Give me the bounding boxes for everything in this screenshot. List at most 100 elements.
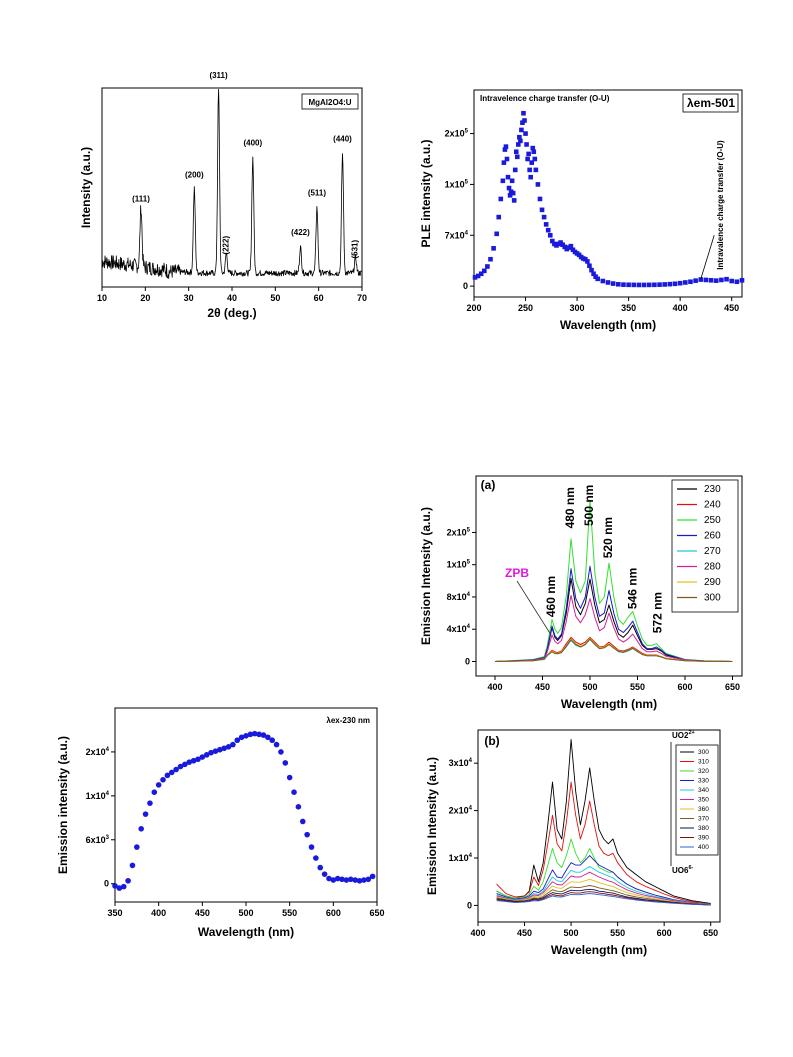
- lambda-em-box: [682, 93, 739, 113]
- ple-point: [652, 282, 657, 288]
- y-tick-mantissa: 0: [463, 281, 468, 291]
- y-tick-label: 2x104: [86, 747, 110, 757]
- emission-point: [142, 811, 149, 817]
- emission-point: [326, 875, 332, 882]
- ple-point: [526, 151, 531, 157]
- x-axis-label: 2θ (deg.): [207, 306, 256, 320]
- x-tick-label: 20: [140, 293, 150, 303]
- x-tick-label: 300: [570, 303, 585, 313]
- y-tick-exponent: 5: [465, 129, 469, 135]
- x-tick-label: 500: [582, 682, 597, 692]
- emission-point: [203, 752, 210, 758]
- x-tick-label: 350: [107, 908, 122, 918]
- y-tick-label: 2x105: [445, 129, 469, 139]
- emission-point: [160, 776, 166, 783]
- ple-point: [524, 142, 529, 147]
- ple-point: [507, 193, 513, 198]
- peak-label: (200): [185, 171, 204, 180]
- series-line-300: [494, 638, 733, 662]
- x-tick-label: 200: [466, 303, 481, 313]
- legend: 300 310 320 330 340 350 360 370 380 390 400: [675, 744, 719, 856]
- y-tick-mantissa: 1x10: [445, 179, 465, 189]
- peak-label: (311): [209, 71, 228, 80]
- ple-point: [522, 118, 527, 123]
- ple-point: [595, 276, 600, 282]
- y-tick-label: 4x104: [447, 624, 471, 634]
- ple-point: [547, 232, 553, 238]
- series-line-390: [496, 891, 711, 906]
- emission-point: [348, 876, 354, 883]
- emission-230-chart: 350 400 450 500 550 600 65006x1031x1042x104Wav…: [56, 707, 385, 939]
- ple-point: [501, 160, 507, 165]
- emission-point: [168, 769, 175, 776]
- legend-entry: 300: [698, 749, 709, 756]
- emission-point: [291, 789, 297, 795]
- legend-entry: 230: [704, 484, 721, 495]
- y-tick-label: 7x104: [445, 230, 469, 240]
- x-tick-label: 400: [673, 303, 688, 313]
- y-tick-label: 1x105: [445, 179, 469, 189]
- emission-point: [369, 873, 376, 880]
- x-tick-label: 650: [703, 928, 718, 938]
- emission-point: [278, 749, 284, 755]
- y-tick-exponent: 4: [106, 791, 110, 797]
- legend-entry: 330: [698, 778, 709, 785]
- annotation-text: Intravalence charge transfer (O-U): [716, 140, 725, 270]
- ple-point: [505, 174, 511, 180]
- legend: 230 240 250 260 270 280 290 300: [671, 479, 739, 613]
- emission-point: [356, 877, 363, 884]
- y-tick-exponent: 4: [469, 758, 473, 764]
- legend-entry: 310: [698, 759, 709, 766]
- peak-label: (531): [351, 240, 360, 259]
- ple-point: [729, 278, 734, 284]
- ple-point: [510, 190, 516, 196]
- peak-label: (400): [243, 139, 262, 148]
- peak-label: 460 nm: [544, 576, 558, 617]
- series-line-230: [494, 577, 733, 662]
- y-tick-label: 2x104: [449, 806, 473, 816]
- emission-point: [361, 877, 367, 883]
- y-tick-mantissa: 1x10: [86, 791, 106, 801]
- ple-point: [519, 127, 524, 133]
- legend-entry: 250: [704, 515, 721, 526]
- ple-point: [532, 156, 538, 162]
- series-line-310: [496, 781, 711, 905]
- emission-point: [365, 876, 372, 883]
- x-tick-label: 500: [564, 928, 579, 938]
- ple-point: [494, 231, 499, 237]
- x-tick-label: 450: [517, 928, 532, 938]
- series-line-270: [494, 639, 733, 662]
- ple-point: [703, 277, 709, 283]
- plot-frame: [473, 89, 743, 298]
- series-line-360: [496, 878, 711, 906]
- legend-entry: 390: [698, 835, 709, 842]
- legend-entry: 240: [704, 500, 721, 511]
- ple-point: [539, 207, 545, 213]
- x-tick-label: 70: [357, 293, 367, 303]
- y-tick-exponent: 5: [467, 560, 471, 566]
- sample-label-box: [301, 93, 359, 110]
- emission-point: [212, 748, 219, 754]
- emission-point: [116, 885, 123, 891]
- ple-point: [589, 267, 594, 273]
- y-tick-exponent: 4: [465, 230, 469, 236]
- ple-point: [472, 275, 478, 280]
- ple-point: [636, 282, 642, 288]
- y-axis-label: Intensity (a.u.): [79, 147, 93, 228]
- x-axis-label: Wavelength (nm): [198, 925, 294, 939]
- ple-point: [506, 185, 512, 191]
- ple-point: [475, 273, 481, 279]
- emission-point: [217, 746, 223, 753]
- x-tick-label: 400: [487, 682, 502, 692]
- x-tick-label: 250: [518, 303, 533, 313]
- legend-entry: 370: [698, 816, 709, 823]
- ple-point: [626, 282, 631, 288]
- ple-point: [713, 278, 719, 283]
- y-tick-mantissa: 7x10: [445, 230, 465, 240]
- y-tick-mantissa: 2x10: [445, 129, 465, 139]
- ple-point: [693, 278, 698, 283]
- x-tick-label: 650: [725, 682, 740, 692]
- y-axis-label: Emission Intensity (a.u.): [419, 507, 433, 645]
- y-tick-mantissa: 2x10: [86, 747, 106, 757]
- emission-point: [247, 731, 254, 738]
